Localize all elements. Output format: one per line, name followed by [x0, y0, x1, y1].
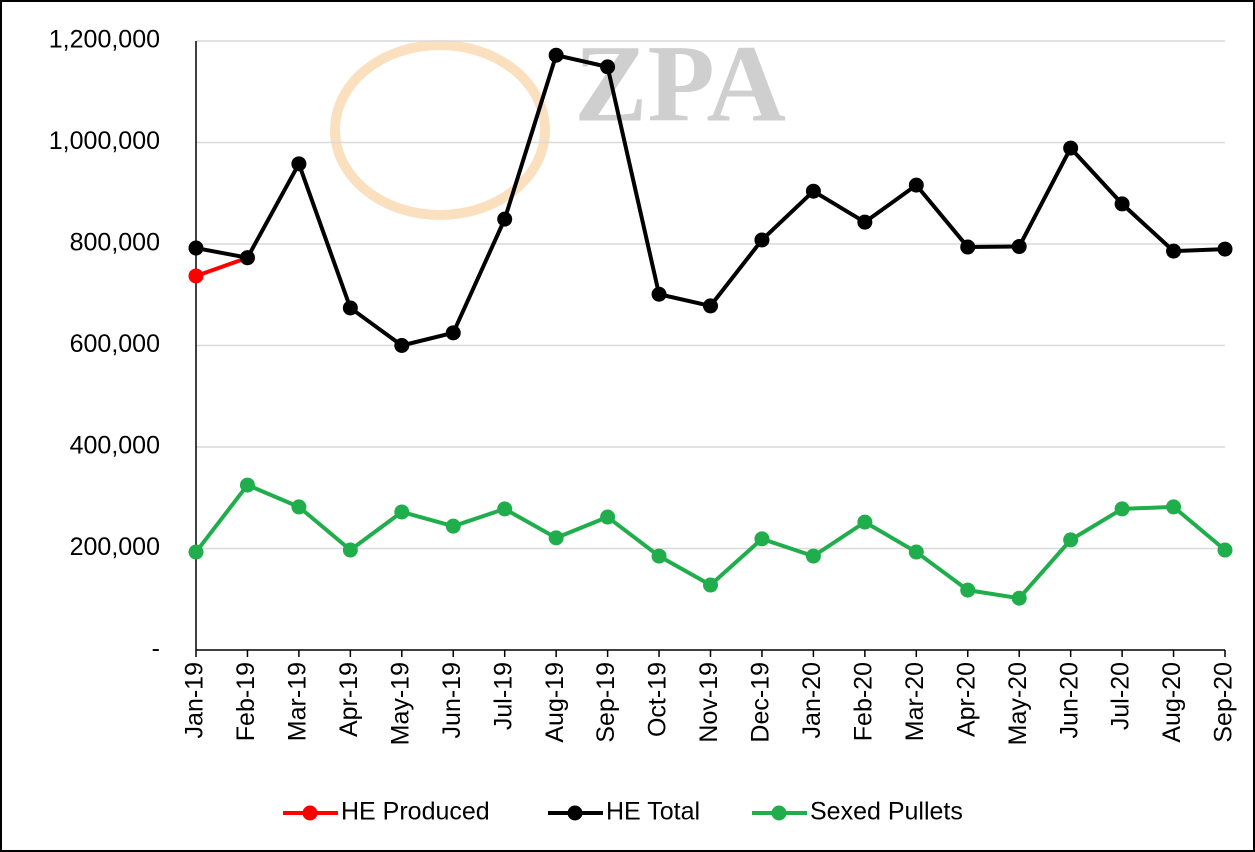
- data-point: [1166, 499, 1182, 515]
- data-point: [445, 325, 461, 341]
- data-point: [1063, 140, 1079, 156]
- data-point: [445, 518, 461, 534]
- x-tick-label: Oct-19: [644, 662, 672, 737]
- x-tick-label: Jan-19: [181, 662, 209, 738]
- data-point: [960, 239, 976, 255]
- data-point: [1063, 532, 1079, 548]
- y-tick-label: 1,000,000: [49, 127, 160, 155]
- data-point: [908, 544, 924, 560]
- data-point: [651, 286, 667, 302]
- data-point: [908, 177, 924, 193]
- legend-label: HE Produced: [341, 798, 490, 826]
- x-tick-label: Mar-19: [284, 662, 312, 741]
- x-tick-label: Aug-19: [541, 662, 569, 743]
- x-tick-label: Jul-19: [489, 662, 517, 730]
- data-point: [805, 183, 821, 199]
- x-tick-label: May-20: [1004, 662, 1032, 745]
- y-tick-label: 1,200,000: [49, 26, 160, 54]
- data-point: [394, 338, 410, 353]
- x-tick-label: Jul-20: [1107, 662, 1135, 730]
- data-point: [754, 232, 770, 248]
- data-point: [857, 514, 873, 530]
- data-point: [960, 582, 976, 598]
- legend-marker: [302, 805, 318, 821]
- data-point: [548, 47, 564, 63]
- data-point: [188, 268, 204, 284]
- data-point: [1217, 241, 1233, 257]
- x-tick-label: Jun-19: [438, 662, 466, 738]
- y-tick-label: 400,000: [70, 432, 160, 460]
- data-point: [703, 577, 718, 593]
- x-tick-label: May-19: [386, 662, 414, 745]
- legend-marker: [567, 805, 583, 821]
- data-point: [188, 544, 204, 560]
- data-point: [600, 59, 616, 75]
- data-point: [1217, 542, 1233, 558]
- data-point: [342, 300, 358, 316]
- data-point: [497, 501, 513, 517]
- series-line: [195, 255, 249, 278]
- x-tick-label: Apr-20: [952, 662, 980, 737]
- x-tick-label: Nov-19: [695, 662, 723, 743]
- x-tick-label: Jan-20: [798, 662, 826, 738]
- x-tick-label: Mar-20: [901, 662, 929, 741]
- data-point: [394, 504, 410, 520]
- data-point: [548, 530, 564, 546]
- data-point: [497, 211, 513, 227]
- data-point: [239, 250, 255, 266]
- legend-label: Sexed Pullets: [810, 798, 963, 826]
- data-point: [342, 542, 358, 558]
- data-point: [857, 214, 873, 230]
- data-point: [651, 548, 667, 564]
- legend-label: HE Total: [606, 798, 700, 826]
- legend-marker: [771, 805, 787, 821]
- data-point: [703, 298, 718, 314]
- data-point: [600, 509, 616, 525]
- data-point: [1114, 501, 1130, 517]
- data-point: [291, 156, 307, 172]
- y-tick-label: 600,000: [70, 330, 160, 358]
- y-tick-label: -: [152, 635, 160, 663]
- data-point: [188, 240, 204, 256]
- y-tick-label: 800,000: [70, 229, 160, 257]
- x-tick-label: Apr-19: [335, 662, 363, 737]
- x-tick-label: Feb-19: [232, 662, 260, 741]
- x-tick-label: Jun-20: [1055, 662, 1083, 738]
- y-tick-label: 200,000: [70, 533, 160, 561]
- x-tick-label: Sep-20: [1210, 662, 1238, 743]
- x-tick-label: Dec-19: [747, 662, 775, 743]
- data-point: [1166, 243, 1182, 259]
- data-point: [1114, 196, 1130, 212]
- data-point: [754, 531, 770, 547]
- x-tick-label: Aug-20: [1158, 662, 1186, 743]
- x-tick-label: Sep-19: [592, 662, 620, 743]
- x-tick-label: Feb-20: [849, 662, 877, 741]
- data-point: [1011, 239, 1027, 255]
- data-point: [239, 477, 255, 493]
- data-point: [1011, 590, 1027, 606]
- data-point: [805, 548, 821, 564]
- data-point: [291, 499, 307, 515]
